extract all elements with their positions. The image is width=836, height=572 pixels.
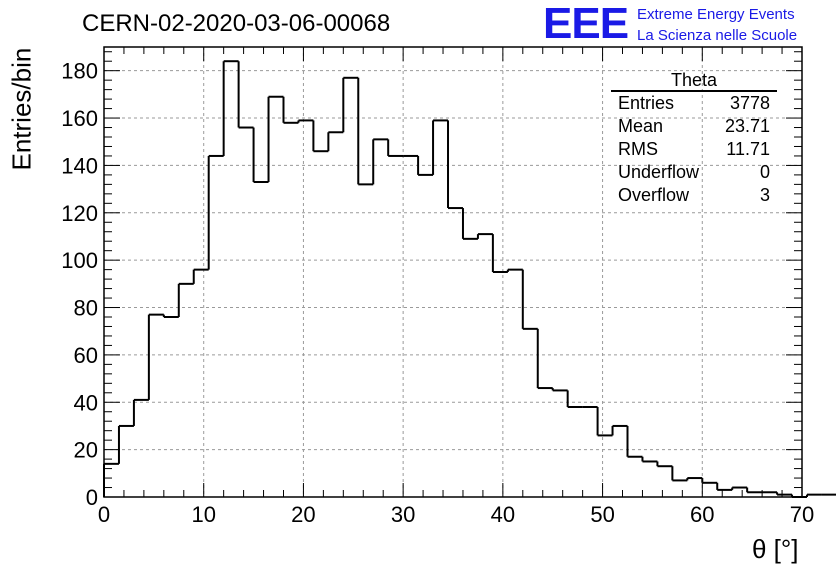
x-tick-label: 0: [98, 502, 110, 527]
logo-caption: Extreme Energy Events La Scienza nelle S…: [637, 4, 797, 46]
x-tick-label: 30: [391, 502, 415, 527]
logo-line-1: Extreme Energy Events: [637, 6, 795, 23]
stats-box: Theta Entries 3778 Mean 23.71 RMS 11.71 …: [611, 70, 777, 207]
y-tick-label: 180: [61, 59, 98, 84]
stats-row-rms: RMS 11.71: [611, 138, 777, 161]
stats-label: Underflow: [618, 162, 700, 182]
y-tick-label: 20: [74, 438, 98, 463]
eee-logo: EEE: [543, 0, 629, 48]
stats-label: RMS: [618, 139, 658, 159]
stats-title: Theta: [611, 70, 777, 92]
stats-label: Mean: [618, 116, 664, 136]
x-tick-label: 40: [491, 502, 515, 527]
x-tick-label: 70: [790, 502, 814, 527]
y-tick-label: 140: [61, 153, 98, 178]
stats-label: Overflow: [618, 185, 690, 205]
stats-value: 3778: [729, 93, 770, 113]
y-tick-label: 0: [86, 485, 98, 510]
x-tick-label: 10: [191, 502, 215, 527]
stats-value: 11.71: [726, 139, 770, 159]
x-tick-label: 50: [590, 502, 614, 527]
y-tick-label: 160: [61, 106, 98, 131]
stats-label: Entries: [618, 93, 675, 113]
stats-value: 3: [759, 185, 770, 205]
x-tick-label: 60: [690, 502, 714, 527]
y-axis-label: Entries/bin: [6, 47, 37, 171]
x-axis-label: θ [°]: [752, 534, 799, 564]
y-tick-label: 120: [61, 201, 98, 226]
y-tick-label: 60: [74, 343, 98, 368]
plot-frame: [103, 46, 803, 498]
logo-line-2: La Scienza nelle Scuole: [637, 27, 798, 44]
stats-row-entries: Entries 3778: [611, 92, 777, 115]
stats-value: 0: [759, 162, 770, 182]
stats-row-overflow: Overflow 3: [611, 184, 777, 207]
x-tick-label: 20: [291, 502, 315, 527]
run-title: CERN-02-2020-03-06-00068: [82, 10, 391, 37]
y-tick-label: 40: [74, 390, 98, 415]
y-tick-label: 100: [61, 248, 98, 273]
y-tick-label: 80: [74, 296, 98, 321]
stats-value: 23.71: [724, 116, 770, 136]
stats-row-mean: Mean 23.71: [611, 115, 777, 138]
stats-row-underflow: Underflow 0: [611, 161, 777, 184]
